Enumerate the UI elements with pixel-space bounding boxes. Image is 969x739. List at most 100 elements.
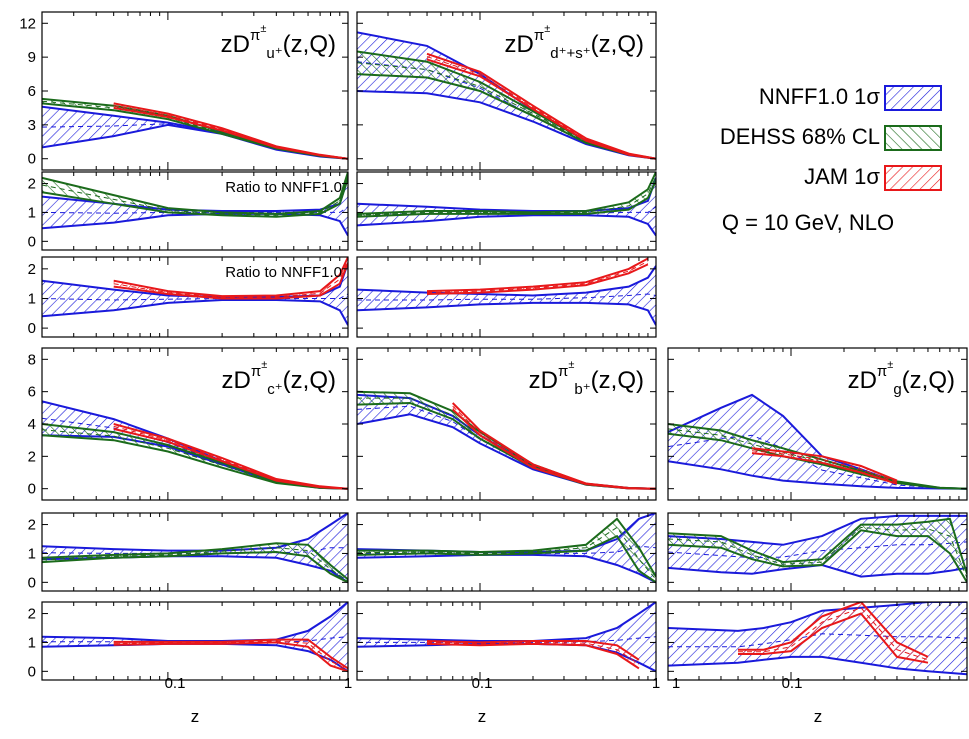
band-upper-edge [357, 172, 656, 215]
band-lower-edge [426, 58, 656, 160]
band-lower-edge [668, 529, 967, 583]
x-axis-title: z [191, 707, 200, 726]
y-tick-label: 2 [28, 176, 36, 193]
legend-swatch-nnff [884, 85, 942, 111]
central-line [426, 260, 649, 294]
band-lower-edge [668, 655, 967, 676]
y-tick-label: 4 [28, 416, 36, 433]
band-lower-edge [357, 301, 656, 326]
central-line [357, 176, 656, 216]
y-tick-label: 2 [28, 261, 36, 278]
band-lower-edge [426, 263, 649, 295]
x-tick-label: 0.1 [782, 675, 803, 692]
panel-g-ratio-jam [667, 601, 968, 681]
y-tick-label: 1 [28, 545, 36, 562]
plot-area [668, 602, 967, 676]
central-line [113, 425, 348, 490]
band-lower-edge [751, 452, 898, 485]
panel-frame [41, 512, 349, 592]
band-upper-edge [113, 423, 348, 490]
band-lower-edge [426, 642, 640, 670]
panel-frame [356, 512, 657, 592]
band-lower-edge [738, 612, 929, 664]
panel-title: zDπ±c⁺(z,Q) [222, 359, 337, 398]
band-lower-edge [357, 534, 656, 584]
x-tick-label: 1 [672, 675, 680, 692]
panel-g-ratio-dehss [667, 512, 968, 592]
band-lower-edge [357, 180, 656, 218]
panel-u: 0 3 6 9 12 zDπ±u⁺(z,Q) [19, 11, 349, 171]
panel-g: zDπ±g(z,Q) [667, 347, 968, 501]
plot-area [357, 257, 656, 326]
band-upper-edge [668, 517, 967, 574]
plot-area [357, 602, 656, 673]
band-lower-edge [668, 460, 967, 490]
band-nnff10 [42, 106, 348, 159]
band-upper-edge [357, 517, 656, 578]
band-lower-edge [357, 214, 656, 237]
y-tick-label: 2 [28, 606, 36, 623]
band-upper-edge [426, 257, 649, 293]
band-nnff10 [357, 394, 656, 489]
central-line [426, 56, 656, 160]
plot-area [42, 400, 348, 490]
central-line [113, 105, 348, 160]
panel-title: zDπ±u⁺(z,Q) [221, 23, 336, 62]
panel-b-ratio-jam [356, 601, 657, 681]
band-nnff10 [357, 602, 656, 672]
y-tick-label: 6 [28, 83, 36, 100]
panel-frame [356, 171, 657, 251]
panel-u-ratio-jam: 0 1 2 Ratio to NNFF1.0 [28, 256, 349, 338]
band-lower-edge [452, 408, 656, 490]
band-lower-edge [42, 434, 348, 490]
legend-note: Q = 10 GeV, NLO [722, 210, 894, 235]
band-lower-edge [42, 434, 348, 490]
central-line [113, 640, 348, 671]
band-lower-edge [113, 262, 348, 300]
x-axis-labels: 0.1 1 0.1 1 0.1 1 [165, 675, 803, 692]
plot-area [668, 393, 967, 490]
band-upper-edge [113, 638, 348, 670]
panel-ds-ratio-dehss [356, 171, 657, 251]
y-tick-label: 0 [28, 663, 36, 680]
central-line [751, 450, 898, 483]
band-nnff10 [668, 602, 967, 675]
band-dehss [357, 391, 656, 489]
y-tick-label: 12 [19, 15, 36, 32]
panel-c-ratio-dehss: 0 1 2 [28, 512, 349, 592]
plot-area [357, 31, 656, 160]
y-tick-label: 3 [28, 117, 36, 134]
panel-title: zDπ±d⁺+s⁺(z,Q) [504, 23, 644, 62]
central-line [113, 259, 348, 298]
band-dehss [42, 98, 348, 159]
plot-area [42, 602, 348, 673]
panel-frame [356, 256, 657, 338]
y-tick-label: 1 [28, 290, 36, 307]
y-tick-label: 8 [28, 351, 36, 368]
panel-frame [41, 601, 349, 681]
panel-d+s: zDπ±d⁺+s⁺(z,Q) [356, 11, 657, 171]
panel-frame [41, 171, 349, 251]
panel-u-ratio-dehss: 0 1 2 Ratio to NNFF1.0 [28, 171, 349, 251]
band-lower-edge [42, 177, 348, 218]
legend-swatch-dehss [884, 125, 942, 151]
y-tick-label: 1 [28, 634, 36, 651]
panel-frame [356, 601, 657, 681]
x-axis-title: z [478, 707, 487, 726]
band-nnff10 [668, 394, 967, 489]
plot-area [42, 172, 348, 237]
panel-b: zDπ±b⁺(z,Q) [356, 347, 657, 501]
band-upper-edge [113, 257, 348, 298]
x-tick-label: 1 [344, 675, 352, 692]
y-tick-label: 6 [28, 384, 36, 401]
y-tick-label: 0 [28, 233, 36, 250]
ratio-annotation: Ratio to NNFF1.0 [225, 179, 342, 196]
panel-c-ratio-jam: 0 1 2 [28, 601, 349, 681]
panel-title: zDπ±g(z,Q) [848, 359, 955, 398]
y-tick-label: 0 [28, 481, 36, 498]
panel-frame [667, 601, 968, 681]
y-tick-label: 9 [28, 49, 36, 66]
plot-area [42, 97, 348, 160]
legend-label-nnff: NNFF1.0 1σ [759, 84, 881, 109]
